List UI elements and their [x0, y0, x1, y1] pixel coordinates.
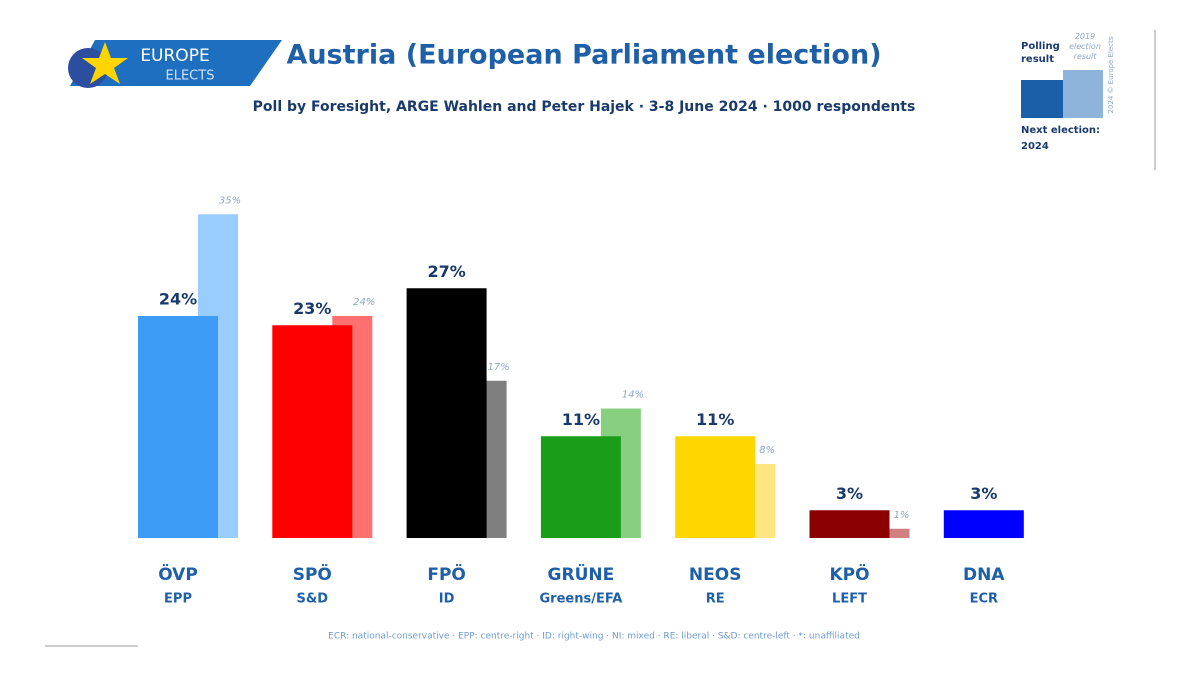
value-label-previous: 24%	[353, 297, 375, 308]
value-label: 3%	[970, 484, 997, 503]
chart-title: Austria (European Parliament election)	[286, 40, 881, 71]
logo-text: ELECTS	[166, 69, 215, 84]
category-label: DNA	[963, 565, 1005, 585]
logo-text: EUROPE	[140, 46, 209, 66]
group-label: S&D	[297, 592, 329, 607]
group-label: LEFT	[832, 592, 867, 607]
legend-label: Polling result	[1021, 41, 1060, 65]
copyright: 2024 © Europe Elects	[1107, 36, 1115, 113]
bar	[138, 316, 218, 538]
value-label: 27%	[427, 262, 465, 281]
next-election: Next election:	[1021, 125, 1100, 136]
bar	[406, 288, 487, 538]
group-label: EPP	[164, 592, 192, 607]
category-label: SPÖ	[293, 563, 332, 585]
bar	[540, 436, 621, 538]
value-label: 11%	[562, 410, 600, 429]
group-label: ECR	[970, 592, 998, 607]
bar	[272, 325, 353, 538]
category-label: FPÖ	[427, 563, 466, 585]
value-label-previous: 1%	[894, 510, 910, 521]
value-label-previous: 35%	[219, 195, 241, 206]
logo-banner	[70, 40, 282, 86]
footnote: ECR: national-conservative · EPP: centre…	[328, 632, 860, 642]
category-label: ÖVP	[158, 563, 198, 585]
legend-label: 2019 election result	[1069, 32, 1101, 61]
category-label: NEOS	[689, 565, 742, 585]
bar	[943, 510, 1024, 538]
bar	[809, 510, 890, 538]
value-label: 23%	[293, 299, 331, 318]
group-label: RE	[706, 592, 725, 607]
value-label: 11%	[696, 410, 734, 429]
value-label: 3%	[836, 484, 863, 503]
value-label-previous: 17%	[487, 362, 509, 373]
value-label: 24%	[159, 290, 197, 309]
legend-swatch	[1063, 70, 1103, 118]
category-label: GRÜNE	[548, 563, 615, 585]
value-label-previous: 14%	[622, 390, 644, 401]
next-election: 2024	[1021, 141, 1049, 152]
legend-swatch	[1021, 80, 1063, 118]
logo-star	[82, 42, 128, 84]
chart-subtitle: Poll by Foresight, ARGE Wahlen and Peter…	[253, 99, 916, 115]
group-label: Greens/EFA	[540, 592, 623, 607]
group-label: ID	[439, 592, 455, 607]
value-label-previous: 8%	[759, 445, 775, 456]
bar	[675, 436, 756, 538]
category-label: KPÖ	[829, 563, 869, 585]
